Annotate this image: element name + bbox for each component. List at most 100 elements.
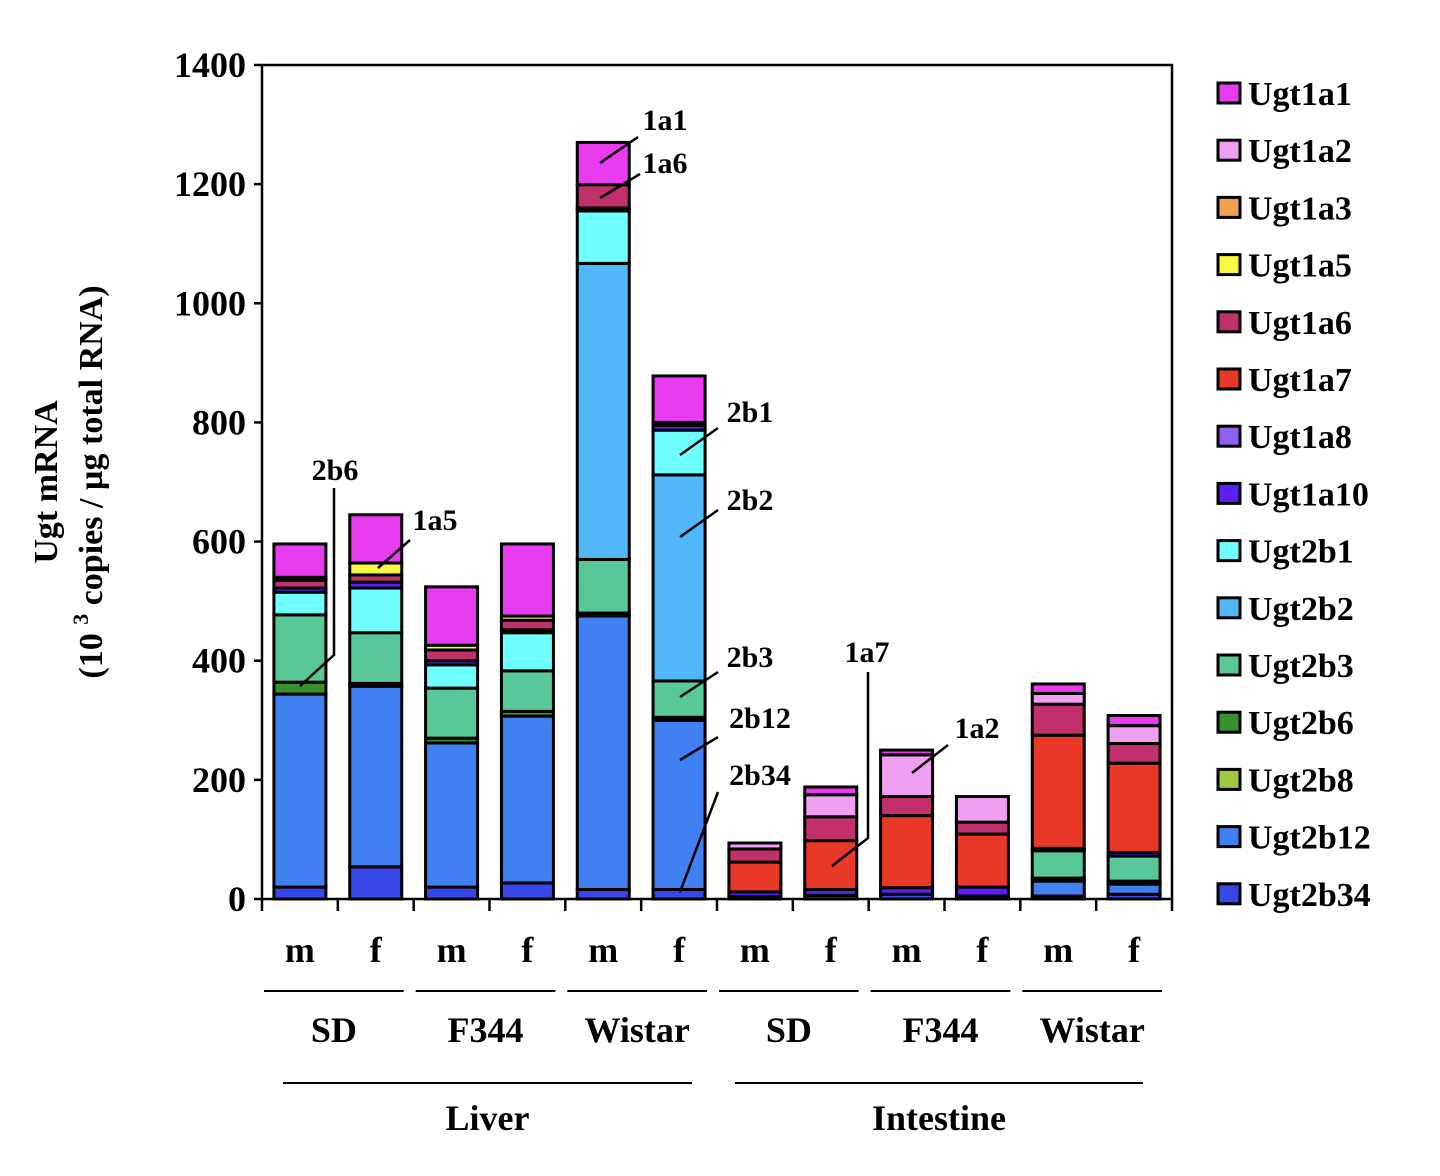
strain-label: SD — [311, 1010, 357, 1050]
x-category-label: f — [976, 930, 989, 970]
bar-segment-ugt1a2 — [879, 753, 935, 799]
bar-segment-ugt1a6 — [879, 795, 935, 818]
annotation-leader-line — [678, 791, 720, 893]
bar-segment-ugt2b3 — [1030, 849, 1086, 880]
bar-segment-ugt2b12 — [424, 741, 480, 889]
bar-segment-ugt2b12 — [499, 714, 555, 885]
x-category-label: f — [370, 930, 383, 970]
annotation-label: 1a1 — [643, 104, 688, 137]
bar-segment-ugt1a1 — [424, 585, 480, 647]
bar-segment-ugt1a6 — [1106, 742, 1162, 765]
annotation-label: 2b6 — [312, 454, 359, 487]
bar-segment-ugt1a1 — [1030, 682, 1086, 695]
legend-swatch-ugt2b8 — [1216, 767, 1242, 791]
legend-swatch-ugt1a10 — [1216, 481, 1242, 505]
legend-label: Ugt1a8 — [1248, 419, 1352, 456]
bar-segment-ugt1a1 — [348, 513, 404, 565]
x-category-label: f — [521, 930, 534, 970]
y-tick-label: 1000 — [174, 283, 246, 323]
bar-segment-ugt1a5 — [348, 561, 404, 577]
x-category-label: m — [740, 930, 770, 970]
bar-segment-ugt1a6 — [1030, 702, 1086, 737]
legend-label: Ugt2b2 — [1248, 591, 1354, 628]
legend-swatch-ugt2b6 — [1216, 710, 1242, 734]
legend-swatch-ugt1a6 — [1216, 310, 1242, 334]
x-category-label: f — [1128, 930, 1141, 970]
bar-segment-ugt2b12 — [1030, 879, 1086, 898]
bar-segment-ugt2b34 — [499, 881, 555, 901]
y-tick-label: 800 — [192, 402, 246, 442]
bar-segment-ugt1a1 — [879, 748, 935, 757]
legend-swatch-ugt2b34 — [1216, 882, 1242, 906]
y-axis-label-line2: (10 3 copies / µg total RNA) — [68, 285, 110, 678]
x-category-label: f — [825, 930, 838, 970]
legend-label: Ugt2b8 — [1248, 762, 1354, 799]
bar-segment-ugt2b12 — [1106, 882, 1162, 896]
annotation-leader-line — [679, 735, 719, 762]
bar-segment-ugt2b2 — [651, 473, 707, 683]
bar-segment-ugt2b3 — [499, 669, 555, 713]
bar-segment-ugt1a7 — [727, 860, 783, 894]
bar-segment-ugt1a1 — [1106, 714, 1162, 728]
bar-segment-ugt2b12 — [272, 692, 328, 889]
x-category-label: m — [1043, 930, 1073, 970]
bar-segment-ugt2b3 — [348, 631, 404, 685]
bar-segment-ugt2b1 — [272, 590, 328, 617]
legend-swatch-ugt2b3 — [1216, 653, 1242, 677]
strain-label: Wistar — [585, 1010, 690, 1050]
strain-label: F344 — [448, 1010, 524, 1050]
legend-label: Ugt2b34 — [1248, 877, 1371, 914]
bar-segment-ugt1a2 — [803, 793, 859, 819]
annotation-leader-line — [599, 172, 641, 200]
axes: 0 200 400 600 800 1000 1200 1400 — [174, 45, 1174, 919]
legend-swatch-ugt1a1 — [1216, 81, 1242, 105]
bar-segment-ugt1a2 — [727, 841, 783, 851]
bar-segment-ugt1a2 — [1106, 724, 1162, 746]
annotation-leader-line — [911, 744, 949, 774]
legend-label: Ugt1a7 — [1248, 362, 1352, 399]
bar-segment-ugt1a2 — [1030, 691, 1086, 706]
x-category-label: m — [588, 930, 618, 970]
annotation-label: 1a2 — [955, 712, 1000, 745]
bar-segment-ugt2b34 — [348, 865, 404, 901]
annotation-label: 2b1 — [727, 396, 774, 429]
bar-segment-ugt2b3 — [575, 557, 631, 615]
legend-swatch-ugt1a3 — [1216, 195, 1242, 219]
bar-segment-ugt2b1 — [424, 663, 480, 690]
bar-segment-ugt2b34 — [272, 885, 328, 901]
annotation-label: 2b34 — [729, 759, 791, 792]
legend-label: Ugt1a6 — [1248, 305, 1352, 342]
legend: Ugt1a1 Ugt1a2 Ugt1a3 Ugt1a5 Ugt1a6 Ugt1a7 Ugt1… — [1216, 76, 1371, 914]
strain-label: F344 — [903, 1010, 979, 1050]
x-category-label: m — [892, 930, 922, 970]
legend-label: Ugt1a1 — [1248, 76, 1352, 113]
bar-segment-ugt2b1 — [575, 209, 631, 265]
annotation-leader-line — [377, 539, 411, 569]
bar-segment-ugt1a1 — [803, 785, 859, 797]
legend-swatch-ugt1a8 — [1216, 424, 1242, 448]
bar-segment-ugt1a1 — [575, 140, 631, 187]
bar-segment-ugt2b12 — [651, 718, 707, 891]
tissue-label: Intestine — [872, 1098, 1006, 1138]
bar-segment-ugt2b12 — [348, 684, 404, 869]
legend-swatch-ugt1a2 — [1216, 138, 1242, 162]
y-tick-label: 400 — [192, 641, 246, 681]
bar-segment-ugt1a7 — [1030, 733, 1086, 850]
annotation-leader-line — [831, 672, 870, 867]
bar-segment-ugt2b12 — [575, 614, 631, 891]
x-axis-labels: m f m f m f m f m f m f SD F344 Wistar SD F344 Wistar Live… — [264, 930, 1162, 1138]
bar-segment-ugt1a1 — [651, 374, 707, 424]
annotation-label: 1a5 — [413, 504, 458, 537]
x-category-label: f — [673, 930, 686, 970]
bar-segment-ugt1a6 — [803, 815, 859, 843]
bar-segment-ugt1a7 — [803, 839, 859, 891]
bar-segment-ugt1a6 — [424, 648, 480, 663]
strain-label: SD — [766, 1010, 812, 1050]
legend-swatch-ugt1a5 — [1216, 253, 1242, 277]
y-tick-label: 600 — [192, 522, 246, 562]
legend-label: Ugt1a3 — [1248, 190, 1352, 227]
annotation-leader-line — [599, 135, 639, 165]
legend-label: Ugt2b12 — [1248, 820, 1371, 857]
bar-segment-ugt1a7 — [879, 814, 935, 890]
